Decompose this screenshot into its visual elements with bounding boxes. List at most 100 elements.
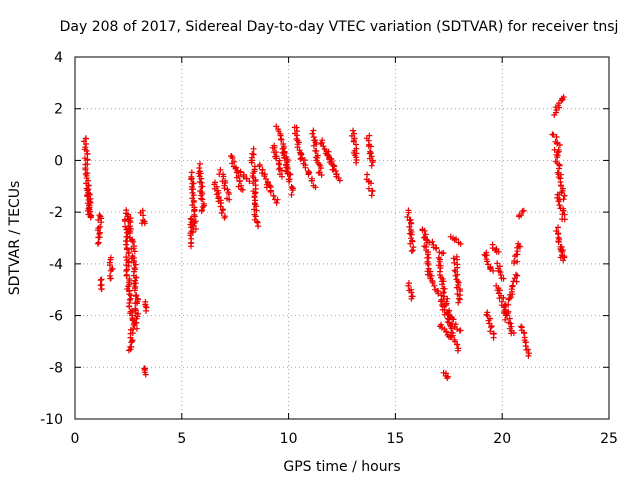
data-point <box>195 170 202 177</box>
data-point <box>129 330 136 337</box>
data-point <box>237 169 244 176</box>
data-point <box>308 177 315 184</box>
data-point <box>191 219 198 226</box>
data-point <box>191 213 198 220</box>
data-point <box>97 282 104 289</box>
data-point <box>507 320 514 327</box>
data-point <box>270 192 277 199</box>
series-arc <box>348 127 360 166</box>
data-point <box>490 267 497 274</box>
data-point <box>187 232 194 239</box>
data-point <box>488 324 494 331</box>
x-tick-label: 20 <box>493 431 511 447</box>
data-point <box>442 302 449 309</box>
data-point <box>85 197 92 203</box>
data-point <box>286 171 293 177</box>
data-point <box>438 324 445 331</box>
data-point <box>123 241 130 248</box>
data-point <box>523 346 530 353</box>
series-arc <box>404 207 417 302</box>
data-point <box>551 146 558 153</box>
data-point <box>197 160 203 167</box>
data-point <box>130 238 137 245</box>
data-point <box>313 148 320 154</box>
data-point <box>561 254 568 261</box>
series-arc <box>188 169 199 232</box>
data-point <box>97 277 104 284</box>
x-tick-label: 0 <box>71 431 80 447</box>
data-point <box>452 321 459 328</box>
data-point <box>457 240 464 247</box>
data-point <box>424 251 431 258</box>
data-point <box>368 192 375 199</box>
data-point <box>196 179 203 185</box>
series-arc <box>211 166 233 221</box>
data-point <box>446 319 453 326</box>
data-point <box>487 265 494 271</box>
data-point <box>133 274 140 281</box>
data-point <box>434 288 441 294</box>
chart-title: Day 208 of 2017, Sidereal Day-to-day VTE… <box>60 19 619 35</box>
data-point <box>505 301 512 308</box>
data-point <box>96 234 103 241</box>
data-point <box>229 160 236 167</box>
data-point <box>451 236 458 243</box>
data-point <box>435 290 442 297</box>
data-point <box>444 375 451 382</box>
data-point <box>273 199 280 206</box>
data-point <box>514 272 521 279</box>
x-tick-label: 25 <box>600 431 618 447</box>
data-point <box>426 239 433 246</box>
data-point <box>441 293 448 300</box>
data-point <box>123 254 130 261</box>
data-point <box>198 195 205 202</box>
data-point <box>130 280 137 287</box>
data-point <box>405 209 412 216</box>
data-point <box>441 285 448 292</box>
data-point <box>302 164 309 171</box>
data-point <box>511 258 518 264</box>
data-point <box>199 183 206 190</box>
data-point <box>561 192 568 199</box>
data-point <box>98 219 105 226</box>
data-point <box>312 184 319 191</box>
data-point <box>555 224 561 231</box>
data-point <box>127 295 134 302</box>
data-point <box>443 328 450 335</box>
data-point <box>525 352 532 359</box>
data-point <box>483 311 490 318</box>
data-point <box>124 238 131 245</box>
data-point <box>129 237 136 244</box>
data-point <box>428 272 435 279</box>
data-point <box>488 323 495 330</box>
data-point <box>454 341 461 348</box>
series-arc <box>263 142 285 206</box>
series-arc <box>309 127 337 178</box>
grid-lines <box>75 57 609 419</box>
data-point <box>405 282 412 289</box>
data-point <box>317 165 324 172</box>
data-point <box>248 159 255 166</box>
data-point <box>107 275 114 282</box>
data-point <box>452 272 459 279</box>
series-arc <box>424 237 464 334</box>
data-point <box>504 312 510 319</box>
y-tick-label: -8 <box>49 360 63 376</box>
data-point <box>560 94 567 100</box>
data-point <box>421 227 428 234</box>
data-point <box>490 334 497 341</box>
x-tick-label: 5 <box>177 431 186 447</box>
data-point <box>198 208 205 214</box>
data-point <box>556 165 562 172</box>
data-point <box>310 127 317 134</box>
data-point <box>252 189 259 196</box>
y-axis-label: SDTVAR / TECUs <box>7 181 23 296</box>
data-point <box>369 159 376 166</box>
data-point <box>515 240 522 247</box>
data-point <box>310 142 317 149</box>
data-point <box>132 261 139 268</box>
y-tick-label: -10 <box>40 412 63 428</box>
series-arc <box>195 160 208 214</box>
data-point <box>447 334 454 341</box>
